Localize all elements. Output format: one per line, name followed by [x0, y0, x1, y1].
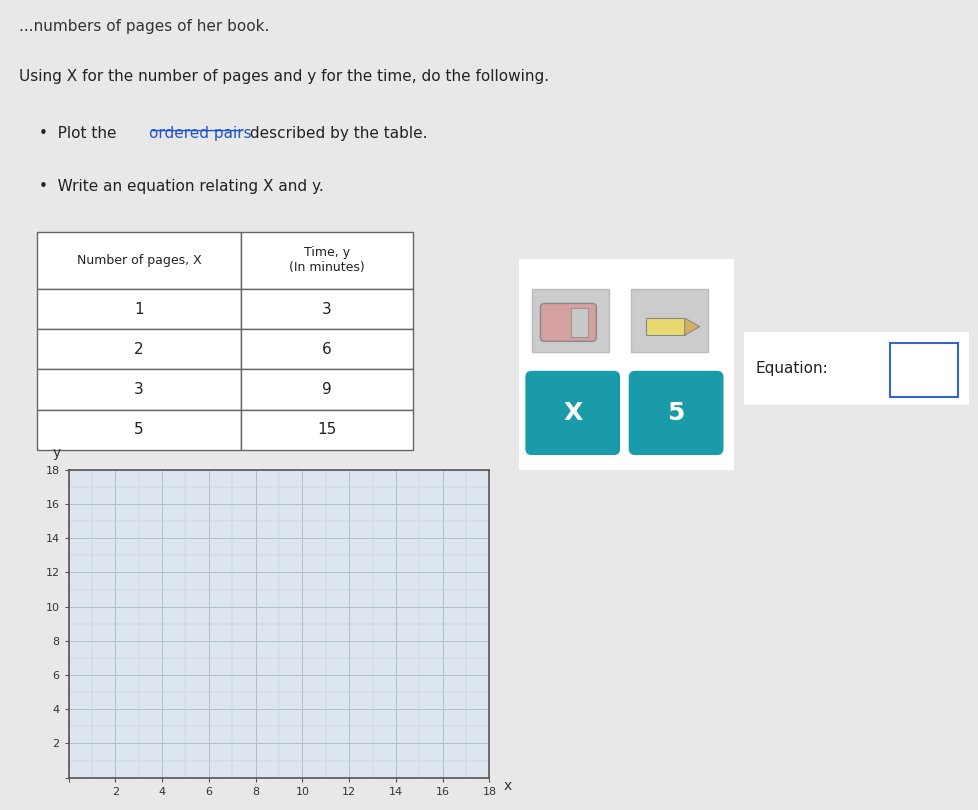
Text: 5: 5	[134, 422, 144, 437]
Polygon shape	[684, 318, 699, 335]
FancyBboxPatch shape	[241, 369, 413, 410]
FancyBboxPatch shape	[628, 371, 723, 455]
FancyBboxPatch shape	[37, 289, 241, 329]
Text: ...numbers of pages of her book.: ...numbers of pages of her book.	[20, 19, 270, 34]
FancyBboxPatch shape	[630, 288, 708, 352]
Text: Number of pages, X: Number of pages, X	[76, 254, 201, 267]
Text: described by the table.: described by the table.	[244, 126, 427, 141]
Text: Equation:: Equation:	[755, 361, 827, 376]
Text: 3: 3	[322, 301, 332, 317]
FancyBboxPatch shape	[525, 371, 619, 455]
FancyBboxPatch shape	[37, 232, 241, 289]
FancyBboxPatch shape	[37, 369, 241, 410]
FancyBboxPatch shape	[890, 343, 956, 397]
Text: Time, y
(In minutes): Time, y (In minutes)	[289, 246, 365, 275]
FancyBboxPatch shape	[514, 255, 737, 474]
Text: 9: 9	[322, 382, 332, 397]
Text: 2: 2	[134, 342, 144, 356]
FancyBboxPatch shape	[531, 288, 608, 352]
Text: Using X for the number of pages and y for the time, do the following.: Using X for the number of pages and y fo…	[20, 70, 549, 84]
Text: 1: 1	[134, 301, 144, 317]
Text: •  Plot the: • Plot the	[38, 126, 121, 141]
Text: X: X	[562, 401, 582, 425]
Text: y: y	[53, 446, 61, 459]
Text: ordered pairs: ordered pairs	[149, 126, 251, 141]
FancyBboxPatch shape	[645, 318, 684, 335]
Text: x: x	[503, 779, 511, 793]
FancyBboxPatch shape	[738, 330, 973, 407]
FancyBboxPatch shape	[241, 329, 413, 369]
FancyBboxPatch shape	[241, 410, 413, 450]
FancyBboxPatch shape	[540, 304, 596, 341]
Text: 5: 5	[667, 401, 684, 425]
FancyBboxPatch shape	[37, 329, 241, 369]
FancyBboxPatch shape	[241, 289, 413, 329]
Text: 3: 3	[134, 382, 144, 397]
Text: •  Write an equation relating X and y.: • Write an equation relating X and y.	[38, 179, 323, 194]
FancyBboxPatch shape	[37, 410, 241, 450]
Text: 15: 15	[317, 422, 336, 437]
Text: 6: 6	[322, 342, 332, 356]
FancyBboxPatch shape	[241, 232, 413, 289]
FancyBboxPatch shape	[570, 308, 587, 337]
